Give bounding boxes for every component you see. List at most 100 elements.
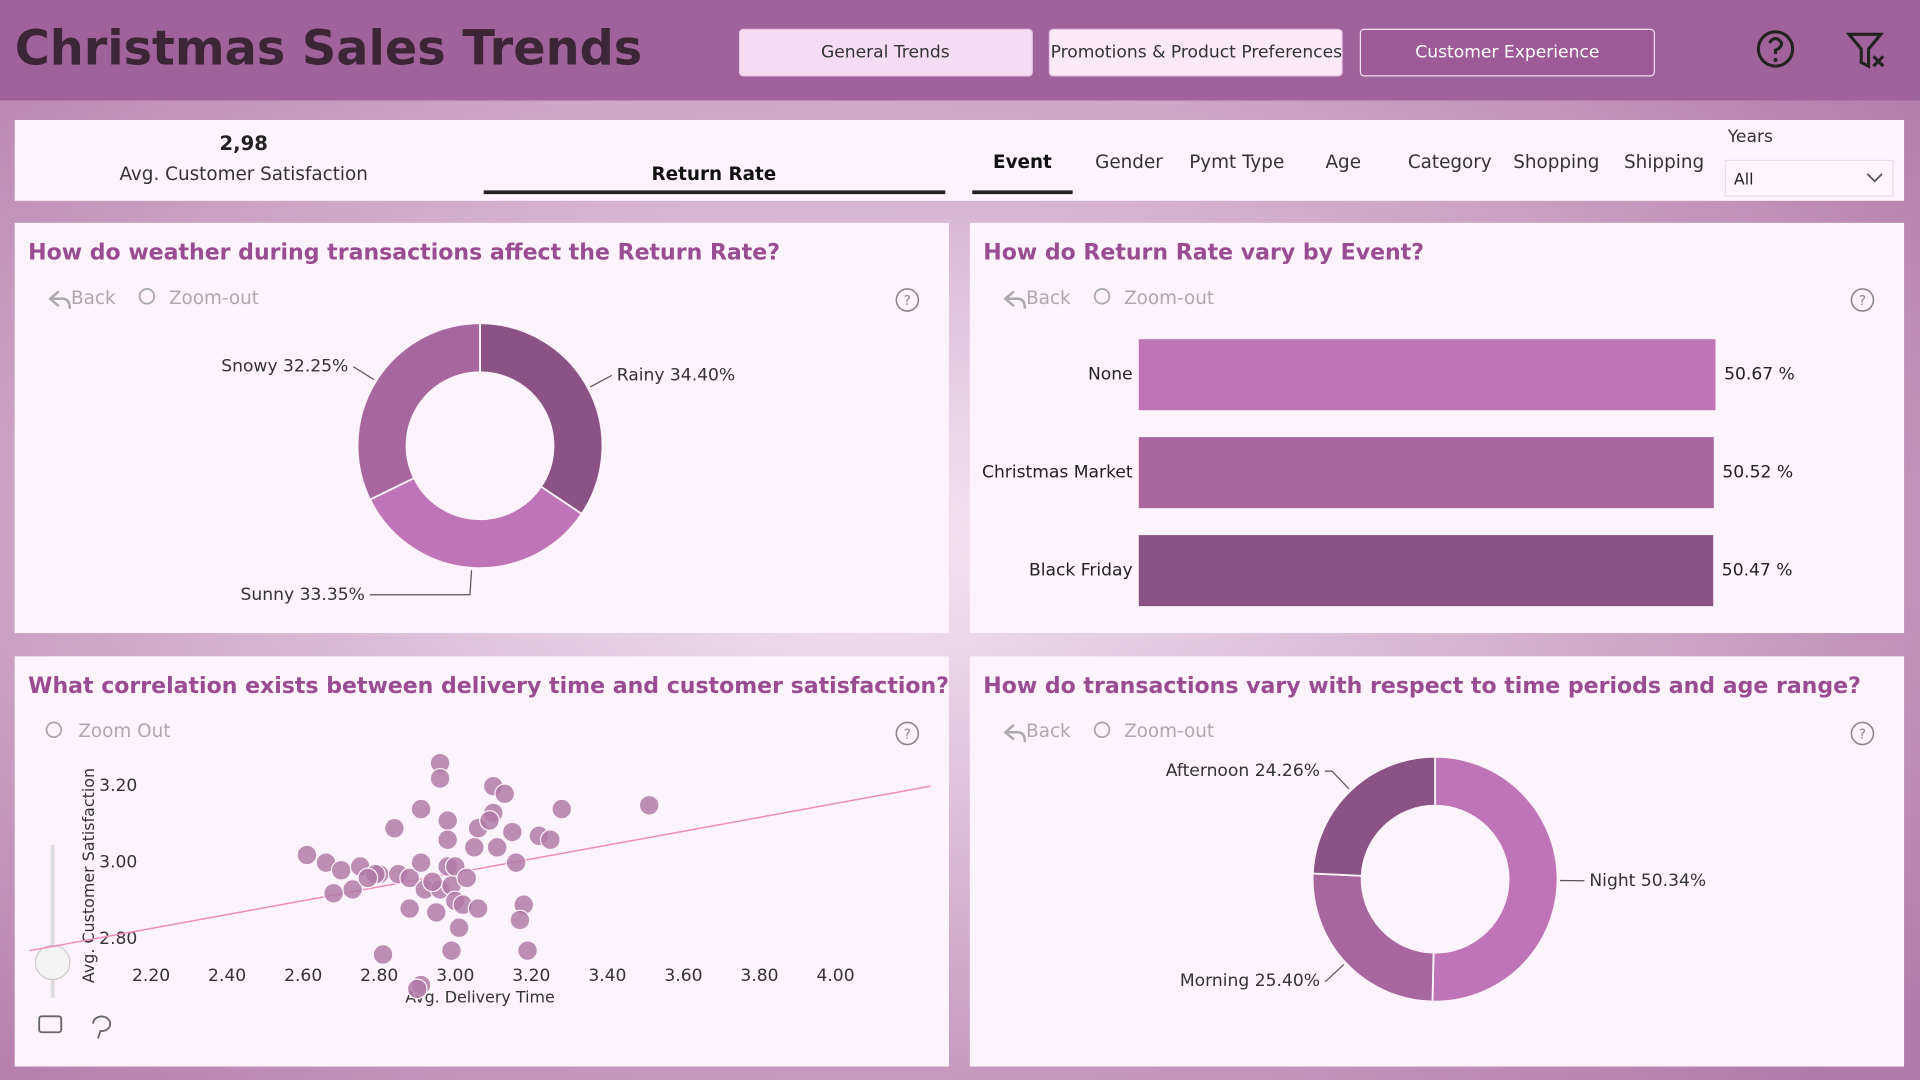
panel bbox=[14, 222, 949, 634]
dimension-tab[interactable]: Shopping bbox=[1513, 152, 1599, 173]
bar[interactable] bbox=[1138, 339, 1716, 411]
help-icon-glyph[interactable]: ? bbox=[1859, 294, 1866, 309]
x-tick-label: 2.40 bbox=[208, 966, 246, 986]
slice-value: 32.25% bbox=[283, 357, 348, 377]
dimension-tab[interactable]: Shipping bbox=[1624, 152, 1704, 173]
scatter-point[interactable] bbox=[399, 867, 421, 889]
toolbar-zoom-out[interactable]: Zoom-out bbox=[169, 288, 259, 309]
scatter-icons[interactable] bbox=[38, 1015, 112, 1039]
x-tick-label: 2.80 bbox=[360, 966, 398, 986]
help-icon[interactable] bbox=[1850, 721, 1875, 746]
dimension-tab[interactable]: Age bbox=[1326, 152, 1362, 173]
dimension-tab[interactable]: Event bbox=[993, 152, 1052, 173]
leader-line bbox=[1324, 964, 1345, 982]
dimension-tab[interactable]: Pymt Type bbox=[1189, 152, 1284, 173]
scatter-point[interactable] bbox=[410, 798, 432, 820]
scatter-point[interactable] bbox=[441, 940, 462, 962]
scatter-point[interactable] bbox=[539, 829, 561, 851]
scatter-point[interactable] bbox=[494, 783, 516, 805]
panel bbox=[969, 656, 1905, 1067]
bar[interactable] bbox=[1138, 437, 1714, 509]
nav-label[interactable]: General Trends bbox=[821, 43, 950, 63]
slice-label: Night 50.34% bbox=[1589, 871, 1706, 891]
donut-slice bbox=[1311, 755, 1437, 877]
scatter-point[interactable] bbox=[422, 871, 443, 893]
scatter-point[interactable] bbox=[501, 821, 523, 843]
bar[interactable] bbox=[1138, 535, 1714, 607]
scatter-point[interactable] bbox=[517, 940, 538, 962]
nav-button[interactable] bbox=[738, 28, 1033, 77]
help-icon[interactable] bbox=[895, 721, 920, 746]
donut-slice bbox=[479, 322, 604, 516]
panel bbox=[14, 656, 949, 1067]
scatter-point[interactable] bbox=[296, 844, 318, 866]
scatter-point[interactable] bbox=[551, 798, 573, 820]
nav-label[interactable]: Customer Experience bbox=[1415, 43, 1599, 63]
scatter-point[interactable] bbox=[448, 917, 470, 939]
help-icon[interactable] bbox=[895, 288, 920, 312]
nav-button[interactable] bbox=[1048, 28, 1343, 77]
scatter-point[interactable] bbox=[456, 867, 478, 889]
scatter-point[interactable] bbox=[429, 768, 451, 789]
scatter-point[interactable] bbox=[437, 829, 459, 851]
scatter-point[interactable] bbox=[479, 810, 500, 831]
bar-value-label: 50.52 % bbox=[1722, 463, 1793, 483]
help-icon-glyph[interactable]: ? bbox=[904, 728, 911, 743]
donut-slice bbox=[368, 476, 583, 570]
scatter-point[interactable] bbox=[463, 836, 485, 858]
back-icon[interactable] bbox=[1003, 290, 1027, 309]
toolbar-back[interactable]: Back bbox=[1026, 288, 1071, 309]
zoom-icon[interactable] bbox=[1093, 288, 1111, 305]
dimension-tabs: Event Gender Pymt Type Age Category Shopping S… bbox=[993, 152, 1704, 173]
nav-label[interactable]: Promotions & Product Preferences bbox=[1051, 43, 1343, 63]
help-icon-glyph[interactable]: ? bbox=[904, 294, 911, 309]
scatter-point[interactable] bbox=[406, 978, 428, 1000]
scatter-point[interactable] bbox=[330, 859, 352, 881]
slicer-dropdown[interactable] bbox=[1724, 159, 1894, 197]
zoom-icon[interactable] bbox=[138, 288, 156, 305]
help-icon-glyph[interactable]: ? bbox=[1859, 728, 1866, 743]
toolbar-zoom-out[interactable]: Zoom-out bbox=[1124, 288, 1214, 309]
scatter-slider[interactable] bbox=[34, 844, 71, 998]
toolbar-zoom-out[interactable]: Zoom-out bbox=[1124, 721, 1214, 742]
scatter-point[interactable] bbox=[372, 944, 394, 965]
x-tick-label: 3.20 bbox=[512, 966, 550, 986]
scatter-point[interactable] bbox=[323, 882, 345, 904]
slicer-label: Years bbox=[1727, 127, 1773, 147]
toolbar-back[interactable]: Back bbox=[71, 288, 116, 309]
slice-label: Afternoon 24.26% bbox=[1166, 761, 1320, 781]
scatter-point[interactable] bbox=[638, 794, 660, 816]
zoom-icon[interactable] bbox=[45, 721, 63, 739]
back-icon[interactable] bbox=[1003, 723, 1027, 743]
toolbar-back[interactable]: Back bbox=[1026, 721, 1071, 742]
scatter-point[interactable] bbox=[437, 810, 459, 831]
scatter-point[interactable] bbox=[384, 817, 405, 839]
zoom-icon[interactable] bbox=[1093, 721, 1111, 739]
scatter-point[interactable] bbox=[486, 836, 508, 858]
chart-title: What correlation exists between delivery… bbox=[28, 674, 949, 699]
help-icon[interactable] bbox=[1850, 288, 1875, 312]
scatter-point[interactable] bbox=[399, 898, 421, 919]
scatter-point[interactable] bbox=[467, 898, 489, 919]
bar-value-label: 50.67 % bbox=[1724, 365, 1795, 385]
slice-label: Snowy 32.25% bbox=[221, 357, 348, 377]
scatter-point[interactable] bbox=[357, 867, 379, 889]
slicer-value[interactable]: All bbox=[1734, 170, 1754, 189]
scatter-point[interactable] bbox=[505, 852, 527, 874]
scatter-point[interactable] bbox=[425, 901, 447, 923]
slice-category: Night bbox=[1589, 871, 1635, 891]
dimension-tab[interactable]: Category bbox=[1408, 152, 1492, 173]
toolbar-zoom-out[interactable]: Zoom Out bbox=[78, 721, 170, 742]
measure-tab[interactable]: Return Rate bbox=[652, 164, 777, 185]
help-button[interactable] bbox=[1756, 30, 1795, 68]
dimension-tab[interactable]: Gender bbox=[1095, 152, 1163, 173]
back-icon[interactable] bbox=[48, 290, 72, 309]
leader-line bbox=[369, 570, 473, 596]
clear-filter-button[interactable] bbox=[1845, 32, 1885, 69]
nav-button[interactable] bbox=[1359, 28, 1655, 77]
leader-line bbox=[352, 366, 375, 381]
scatter-point[interactable] bbox=[410, 852, 432, 874]
scatter-point[interactable] bbox=[509, 909, 531, 931]
slice-label: Rainy 34.40% bbox=[617, 365, 736, 385]
